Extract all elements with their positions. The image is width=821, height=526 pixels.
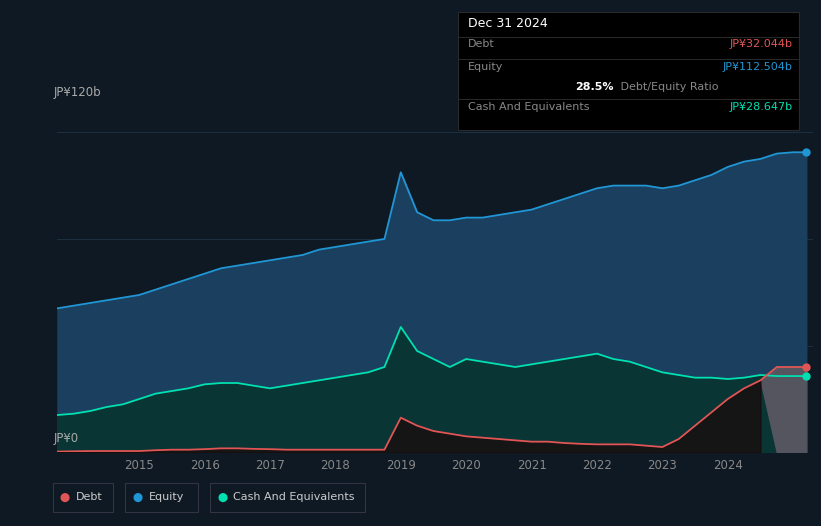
Text: Debt: Debt (468, 39, 495, 49)
Point (800, 363, 813, 371)
Point (800, 372, 813, 380)
Text: JP¥112.504b: JP¥112.504b (722, 62, 792, 72)
Text: Cash And Equivalents: Cash And Equivalents (233, 492, 355, 502)
Text: ⬤: ⬤ (133, 492, 143, 502)
Text: JP¥120b: JP¥120b (53, 86, 101, 99)
Text: JP¥0: JP¥0 (53, 432, 79, 445)
Text: Dec 31 2024: Dec 31 2024 (468, 17, 548, 30)
Text: Equity: Equity (468, 62, 503, 72)
Text: JP¥28.647b: JP¥28.647b (729, 102, 792, 112)
Text: Cash And Equivalents: Cash And Equivalents (468, 102, 589, 112)
Text: Equity: Equity (149, 492, 184, 502)
Text: Debt: Debt (76, 492, 103, 502)
Text: ⬤: ⬤ (218, 492, 227, 502)
Text: 28.5%: 28.5% (575, 82, 613, 92)
Text: JP¥32.044b: JP¥32.044b (729, 39, 792, 49)
Text: Debt/Equity Ratio: Debt/Equity Ratio (617, 82, 719, 92)
Text: ⬤: ⬤ (60, 492, 70, 502)
Point (800, 148, 813, 156)
